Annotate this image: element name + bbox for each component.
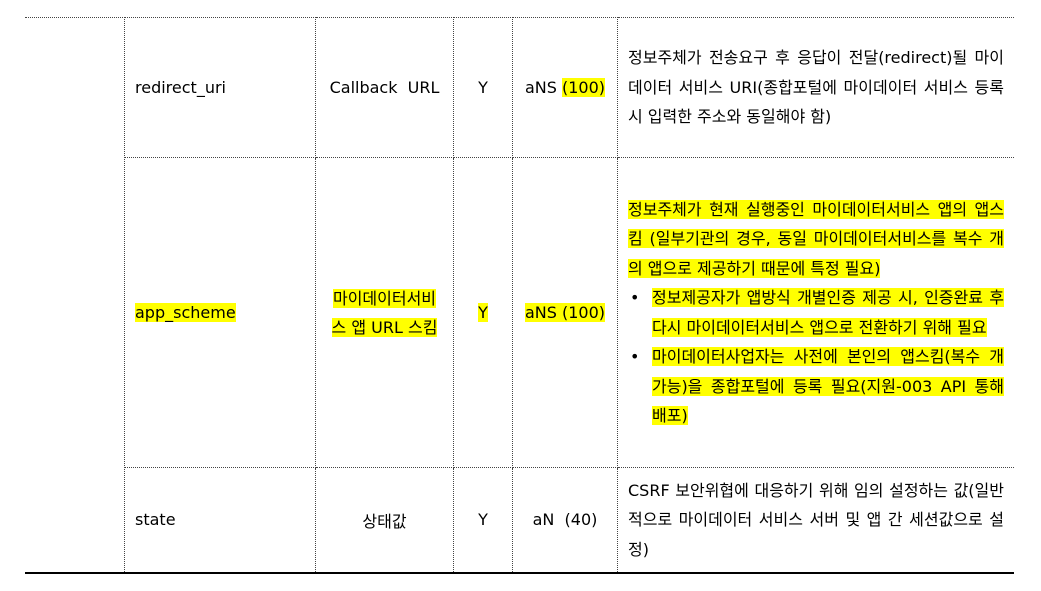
list-item: • 정보제공자가 앱방식 개별인증 제공 시, 인증완료 후 다시 마이데이터서비… xyxy=(628,283,1004,342)
param-label-text: 마이데이터서비스 앱 URL 스킴 xyxy=(331,288,438,337)
param-description: 정보주체가 전송요구 후 응답이 전달(redirect)될 마이데이터 서비스… xyxy=(617,17,1014,158)
param-required: Y xyxy=(453,467,513,574)
table-row: redirect_uri Callback URL Y aNS (100) 정보… xyxy=(25,17,1014,574)
param-type: aNS (100) xyxy=(512,157,618,468)
param-name-text: app_scheme xyxy=(135,303,236,322)
param-required-text: Y xyxy=(478,303,488,322)
type-length: (100) xyxy=(561,78,606,97)
param-label: Callback URL xyxy=(315,17,454,158)
param-type: aN (40) xyxy=(512,467,618,574)
list-item: • 마이데이터사업자는 사전에 본인의 앱스킴(복수 개 가능)을 종합포털에 등… xyxy=(628,342,1004,431)
param-description: CSRF 보안위협에 대응하기 위해 임의 설정하는 값(일반적으로 마이데이터… xyxy=(617,467,1014,574)
param-required: Y xyxy=(453,17,513,158)
param-name: state xyxy=(124,467,316,574)
param-name: app_scheme xyxy=(124,157,316,468)
bullet-icon: • xyxy=(630,288,640,307)
param-type-text: aNS (100) xyxy=(524,303,606,322)
description-text: 정보주체가 현재 실행중인 마이데이터서비스 앱의 앱스킴 (일부기관의 경우,… xyxy=(628,199,1004,278)
table-row: state 상태값 Y aN (40) CSRF 보안위협에 대응하기 위해 임… xyxy=(25,467,1014,574)
group-cell xyxy=(25,17,125,574)
bullet-text: 마이데이터사업자는 사전에 본인의 앱스킴(복수 개 가능)을 종합포털에 등록… xyxy=(652,347,1004,425)
param-label: 상태값 xyxy=(315,467,454,574)
table-row: app_scheme 마이데이터서비스 앱 URL 스킴 Y aNS (100)… xyxy=(25,157,1014,468)
param-required: Y xyxy=(453,157,513,468)
param-label: 마이데이터서비스 앱 URL 스킴 xyxy=(315,157,454,468)
bullet-text: 정보제공자가 앱방식 개별인증 제공 시, 인증완료 후 다시 마이데이터서비스… xyxy=(652,288,1004,337)
param-description: 정보주체가 현재 실행중인 마이데이터서비스 앱의 앱스킴 (일부기관의 경우,… xyxy=(617,157,1014,468)
bullet-list: • 정보제공자가 앱방식 개별인증 제공 시, 인증완료 후 다시 마이데이터서비… xyxy=(628,283,1004,431)
type-prefix: aNS xyxy=(524,78,562,97)
param-type: aNS (100) xyxy=(512,17,618,158)
bullet-icon: • xyxy=(630,347,640,366)
param-name: redirect_uri xyxy=(124,17,316,158)
parameter-table: redirect_uri Callback URL Y aNS (100) 정보… xyxy=(25,17,1014,574)
